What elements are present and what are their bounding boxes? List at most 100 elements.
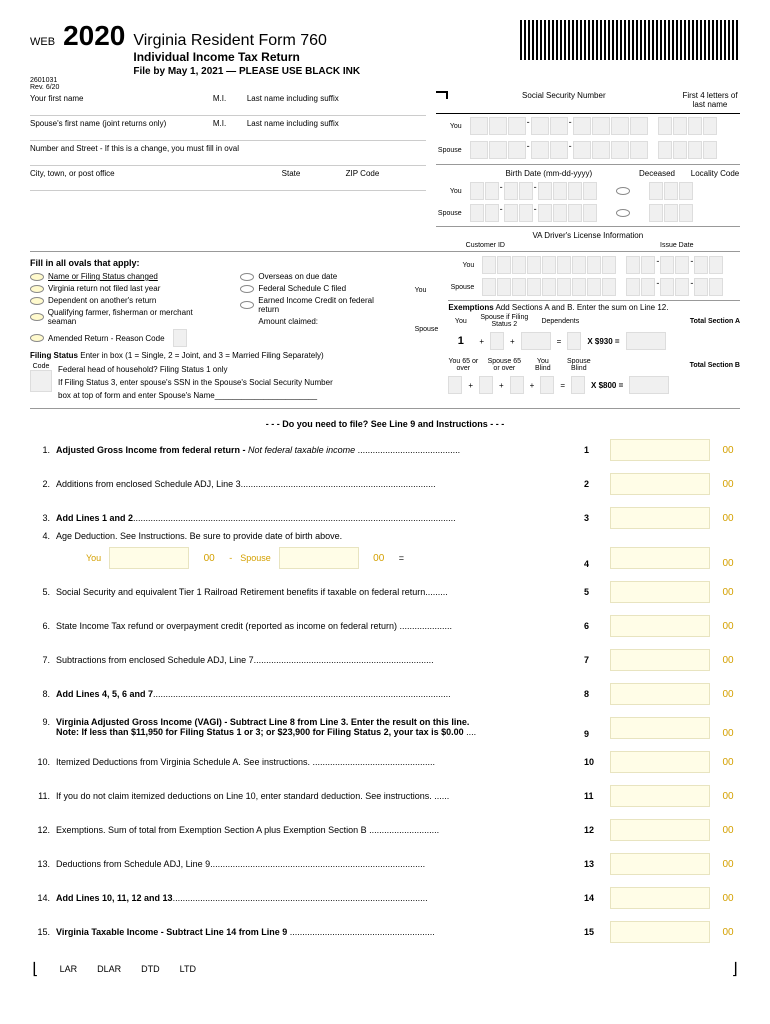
last-name-label: Last name including suffix — [247, 94, 426, 103]
exemp-you-1: 1 — [448, 335, 473, 347]
spouse65-input[interactable] — [479, 376, 493, 394]
you-issue-date-input[interactable]: -- — [626, 256, 723, 274]
mi-label: M.I. — [213, 94, 243, 103]
line-11-amount[interactable] — [610, 785, 710, 807]
line-8: 8. Add Lines 4, 5, 6 and 7..............… — [30, 677, 740, 711]
dependent-oval[interactable] — [30, 297, 44, 305]
line-5-amount[interactable] — [610, 581, 710, 603]
code-label: Code — [30, 363, 52, 370]
you-label-2: You — [436, 188, 466, 195]
eic-label: Earned Income Credit on federal return — [258, 296, 394, 314]
head-household-text: Federal head of household? Filing Status… — [58, 363, 333, 376]
exemp-spouse-input[interactable] — [490, 332, 504, 350]
line-13: 13. Deductions from Schedule ADJ, Line 9… — [30, 847, 740, 881]
exemptions-instruction: Add Sections A and B. Enter the sum on L… — [495, 303, 668, 312]
line-3: 3. Add Lines 1 and 2....................… — [30, 501, 740, 531]
form-header: WEB 2020 Virginia Resident Form 760 Indi… — [30, 20, 740, 77]
line-9: 9. Virginia Adjusted Gross Income (VAGI)… — [30, 711, 740, 745]
spouse-first4-input[interactable] — [658, 141, 717, 159]
issue-date-label: Issue Date — [660, 242, 740, 249]
locality-label: Locality Code — [690, 169, 740, 178]
deceased-label: Deceased — [632, 169, 682, 178]
spouse-locality-input[interactable] — [649, 204, 693, 222]
lar-label: LAR — [60, 964, 78, 974]
line-13-amount[interactable] — [610, 853, 710, 875]
line-4-amount[interactable] — [610, 547, 710, 569]
line-15: 15. Virginia Taxable Income - Subtract L… — [30, 915, 740, 949]
line-10-amount[interactable] — [610, 751, 710, 773]
line-2-amount[interactable] — [610, 473, 710, 495]
name-change-label: Name or Filing Status changed — [48, 272, 158, 281]
you65-input[interactable] — [448, 376, 462, 394]
you-blind-input[interactable] — [510, 376, 524, 394]
line-10: 10. Itemized Deductions from Virginia Sc… — [30, 745, 740, 779]
not-filed-oval[interactable] — [30, 285, 44, 293]
age-you-amount[interactable] — [109, 547, 189, 569]
age-spouse-label: Spouse — [240, 553, 271, 563]
spouse-birthdate-input[interactable]: -- — [470, 204, 597, 222]
line-12-amount[interactable] — [610, 819, 710, 841]
barcode — [520, 20, 740, 60]
you-locality-input[interactable] — [649, 182, 693, 200]
exemp-total-a-input[interactable] — [626, 332, 666, 350]
doc-id: 2601031 — [30, 77, 740, 84]
birth-date-label: Birth Date (mm-dd-yyyy) — [474, 169, 624, 178]
line-12: 12. Exemptions. Sum of total from Exempt… — [30, 813, 740, 847]
corner-br: ⌋ — [730, 959, 740, 978]
schedule-c-oval[interactable] — [240, 285, 254, 293]
line-6-amount[interactable] — [610, 615, 710, 637]
spouse-mi-label: M.I. — [213, 119, 243, 128]
you-deceased-oval[interactable] — [616, 187, 630, 195]
overseas-oval[interactable] — [240, 273, 254, 281]
address-label: Number and Street - If this is a change,… — [30, 144, 239, 153]
line-7: 7. Subtractions from enclosed Schedule A… — [30, 643, 740, 677]
age-you-label: You — [86, 553, 101, 563]
name-change-oval[interactable] — [30, 273, 44, 281]
you-blind-label: You Blind — [530, 358, 555, 372]
line-8-amount[interactable] — [610, 683, 710, 705]
you-license-input[interactable] — [482, 256, 616, 274]
first-name-label: Your first name — [30, 94, 209, 103]
exemp-dependents-input[interactable] — [521, 332, 551, 350]
you-label-3: You — [415, 287, 439, 294]
x800-label: X $800 = — [591, 381, 623, 390]
spouse-label-4: Spouse — [448, 284, 478, 291]
status3-text: If Filing Status 3, enter spouse's SSN i… — [58, 376, 333, 389]
spouse-blind-input[interactable] — [540, 376, 554, 394]
you65-label: You 65 or over — [448, 358, 478, 372]
line-15-amount[interactable] — [610, 921, 710, 943]
farmer-oval[interactable] — [30, 313, 44, 321]
line-1-amount[interactable] — [610, 439, 710, 461]
line-14-amount[interactable] — [610, 887, 710, 909]
you-birthdate-input[interactable]: -- — [470, 182, 597, 200]
web-label: WEB — [30, 36, 55, 48]
you-label-4: You — [448, 262, 478, 269]
spouse-issue-date-input[interactable]: -- — [626, 278, 723, 296]
exemp-total-b-input[interactable] — [629, 376, 669, 394]
eic-oval[interactable] — [240, 301, 254, 309]
amended-oval[interactable] — [30, 334, 44, 342]
spouse-ssn-input[interactable]: -- — [470, 141, 648, 159]
corner-bl: ⌊ — [30, 959, 40, 978]
state-label: State — [282, 169, 342, 178]
amount-claimed-label: Amount claimed: — [258, 317, 318, 326]
line-4: 4. Age Deduction. See Instructions. Be s… — [30, 531, 740, 575]
amended-code-input[interactable] — [173, 329, 187, 347]
form-title: Virginia Resident Form 760 — [133, 32, 360, 50]
line-3-amount[interactable] — [610, 507, 710, 529]
line-9-amount[interactable] — [610, 717, 710, 739]
city-label: City, town, or post office — [30, 169, 278, 178]
you-label-1: You — [436, 123, 466, 130]
spouse-license-input[interactable] — [482, 278, 616, 296]
spouse-deceased-oval[interactable] — [616, 209, 630, 217]
line-14: 14. Add Lines 10, 11, 12 and 13.........… — [30, 881, 740, 915]
exemp-subtotal-a-input[interactable] — [567, 332, 581, 350]
dlar-label: DLAR — [97, 964, 121, 974]
you-ssn-input[interactable]: -- — [470, 117, 648, 135]
filing-status-code-input[interactable] — [30, 370, 52, 392]
you-first4-input[interactable] — [658, 117, 717, 135]
exemp-subtotal-b-input[interactable] — [571, 376, 585, 394]
line-7-amount[interactable] — [610, 649, 710, 671]
age-spouse-amount[interactable] — [279, 547, 359, 569]
line-11: 11. If you do not claim itemized deducti… — [30, 779, 740, 813]
